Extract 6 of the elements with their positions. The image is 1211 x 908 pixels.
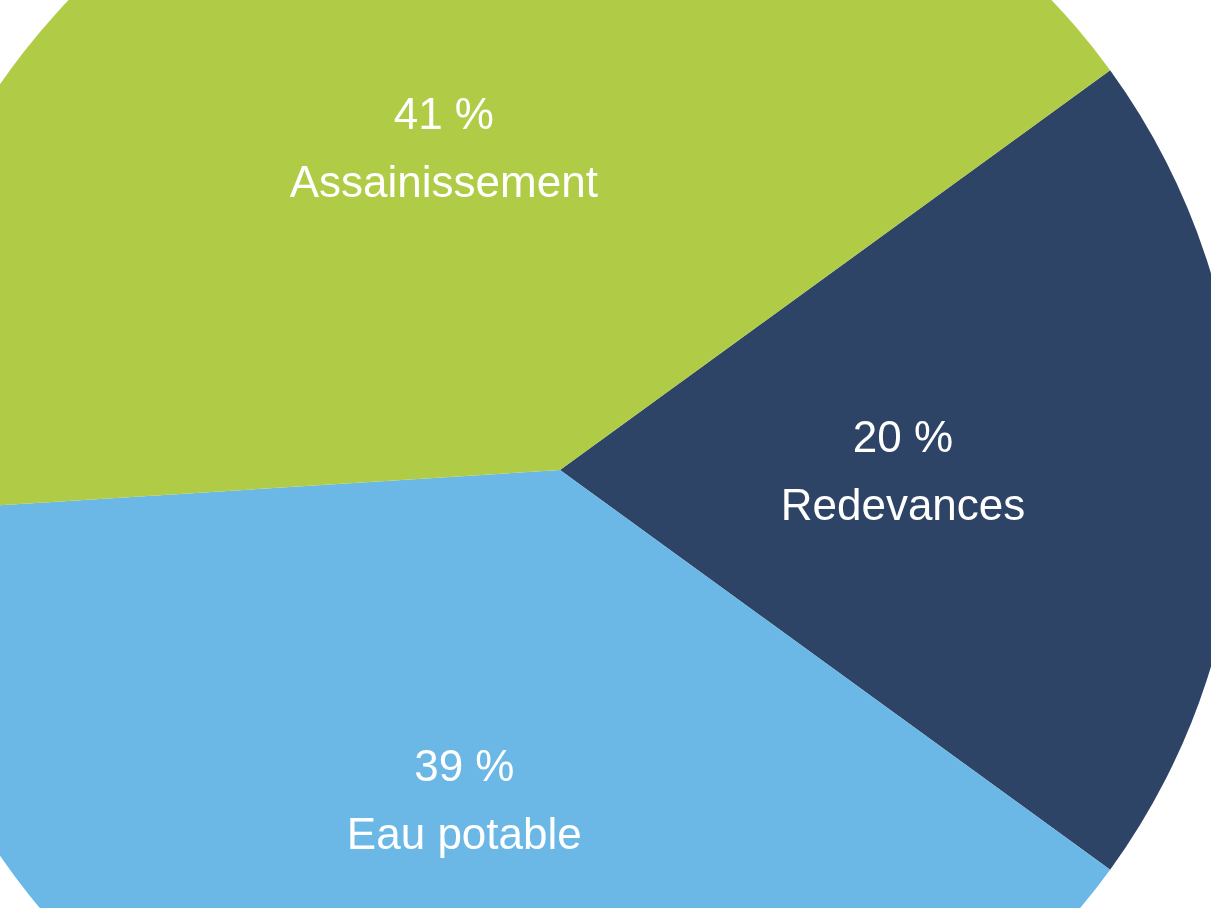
- data-label: 39 %: [414, 740, 515, 790]
- slice-label: Redevances: [780, 479, 1026, 529]
- data-label: 20 %: [852, 411, 954, 461]
- slice-label: Assainissement: [289, 156, 598, 206]
- slice-label: Eau potable: [346, 808, 582, 858]
- data-label: 41 %: [393, 88, 494, 138]
